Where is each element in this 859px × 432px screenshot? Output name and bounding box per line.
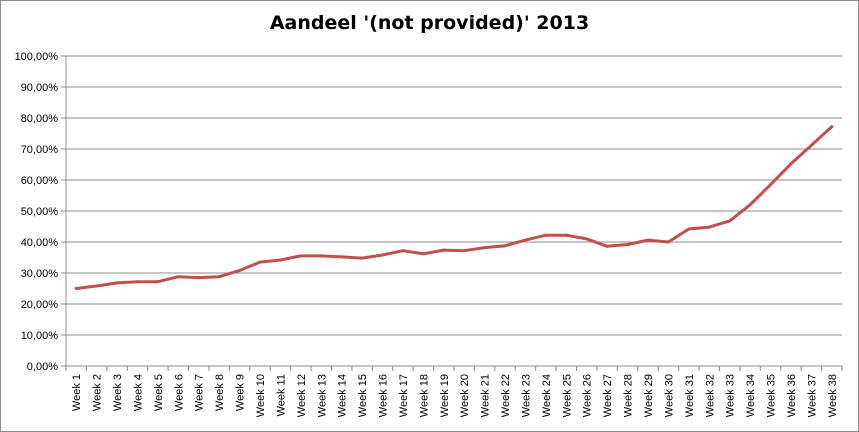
data-point	[605, 244, 609, 248]
data-point	[95, 284, 99, 288]
data-point	[707, 225, 711, 229]
data-point	[258, 260, 262, 264]
data-point	[74, 287, 78, 290]
data-point	[666, 240, 670, 244]
data-point	[442, 248, 446, 252]
y-tick-label: 50,00%	[21, 206, 59, 218]
x-tick-label: Week 25	[561, 374, 573, 417]
data-point	[421, 252, 425, 256]
data-point	[176, 275, 180, 279]
data-point	[503, 244, 507, 248]
x-tick-label: Week 22	[500, 374, 512, 417]
data-point	[381, 253, 385, 257]
x-tick-label: Week 17	[398, 374, 410, 417]
x-tick-label: Week 4	[132, 374, 144, 411]
data-point	[789, 162, 793, 166]
data-point	[319, 254, 323, 258]
y-tick-label: 30,00%	[21, 268, 59, 280]
data-point	[483, 246, 487, 250]
x-tick-label: Week 16	[378, 374, 390, 417]
data-point	[748, 203, 752, 207]
data-point	[830, 125, 834, 129]
x-tick-label: Week 14	[337, 374, 349, 417]
x-tick-label: Week 11	[275, 374, 287, 416]
x-tick-label: Week 5	[153, 374, 165, 411]
data-point	[360, 256, 364, 260]
data-point	[523, 238, 527, 242]
x-tick-label: Week 12	[296, 374, 308, 417]
y-tick-label: 90,00%	[21, 82, 59, 94]
x-tick-label: Week 32	[704, 374, 716, 417]
x-tick-label: Week 31	[684, 374, 696, 417]
y-axis-tick-labels: 0,00% 10,00% 20,00% 30,00% 40,00% 50,00% 60,00…	[15, 51, 59, 373]
x-tick-label: Week 9	[235, 374, 247, 411]
data-point	[238, 269, 242, 273]
y-tick-label: 80,00%	[21, 113, 59, 125]
x-tick-label: Week 19	[439, 374, 451, 417]
gridlines	[66, 55, 842, 336]
data-point	[217, 275, 221, 279]
y-tick-label: 70,00%	[21, 144, 59, 156]
data-point	[299, 254, 303, 258]
x-tick-label: Week 24	[541, 374, 553, 417]
data-point	[340, 255, 344, 259]
data-point	[135, 280, 139, 284]
data-point	[585, 237, 589, 241]
x-axis-tick-labels: Week 1 Week 2 Week 3 Week 4 Week 5 Week 6 Week…	[71, 374, 839, 417]
data-point	[278, 258, 282, 262]
data-point	[401, 249, 405, 253]
x-tick-label: Week 23	[520, 374, 532, 417]
data-point	[687, 227, 691, 231]
chart-title: Aandeel '(not provided)' 2013	[269, 12, 590, 34]
y-tick-label: 60,00%	[21, 175, 59, 187]
x-tick-label: Week 18	[418, 374, 430, 417]
x-tick-label: Week 29	[643, 374, 655, 417]
series-line	[74, 125, 834, 290]
data-point	[544, 233, 548, 237]
y-tick-label: 100,00%	[15, 51, 59, 63]
x-tick-label: Week 6	[173, 374, 185, 411]
x-tick-label: Week 7	[194, 374, 206, 411]
y-tick-label: 10,00%	[21, 330, 59, 342]
y-tick-label: 40,00%	[21, 237, 59, 249]
series-group	[74, 125, 834, 290]
y-tick-label: 0,00%	[27, 361, 58, 373]
axes	[61, 55, 843, 371]
x-tick-label: Week 34	[745, 374, 757, 417]
x-tick-label: Week 37	[806, 374, 818, 417]
data-point	[197, 276, 201, 280]
x-tick-label: Week 8	[214, 374, 226, 411]
x-tick-label: Week 1	[71, 374, 83, 411]
data-point	[646, 238, 650, 242]
x-tick-label: Week 30	[663, 374, 675, 417]
data-point	[769, 183, 773, 187]
x-tick-label: Week 13	[316, 374, 328, 417]
data-point	[115, 281, 119, 285]
y-tick-label: 20,00%	[21, 299, 59, 311]
x-tick-label: Week 10	[255, 374, 267, 417]
data-point	[809, 143, 813, 147]
x-tick-label: Week 28	[623, 374, 635, 417]
x-tick-label: Week 21	[480, 374, 492, 417]
x-tick-label: Week 35	[766, 374, 778, 417]
x-tick-label: Week 27	[602, 374, 614, 417]
data-point	[462, 249, 466, 253]
x-tick-label: Week 38	[827, 374, 839, 417]
x-tick-label: Week 20	[459, 374, 471, 417]
data-point	[626, 242, 630, 246]
x-tick-label: Week 2	[92, 374, 104, 411]
x-tick-label: Week 33	[725, 374, 737, 417]
data-point	[564, 233, 568, 237]
x-tick-label: Week 26	[582, 374, 594, 417]
x-tick-label: Week 15	[357, 374, 369, 417]
data-point	[728, 219, 732, 223]
x-tick-label: Week 3	[112, 374, 124, 411]
data-point	[156, 280, 160, 284]
x-tick-label: Week 36	[786, 374, 798, 417]
